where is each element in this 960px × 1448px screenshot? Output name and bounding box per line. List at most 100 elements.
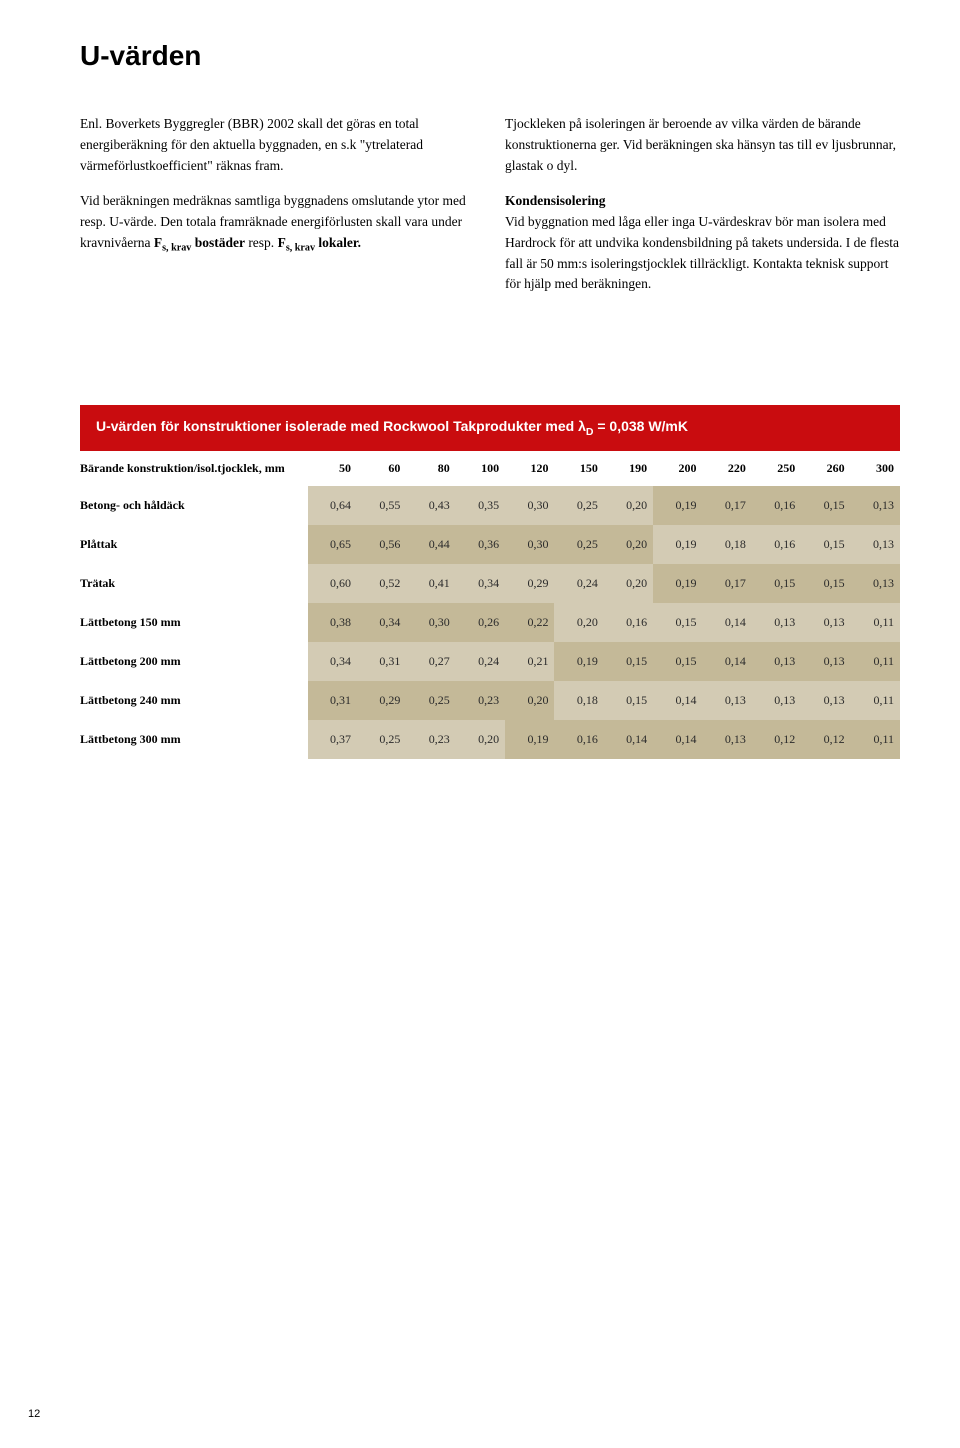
table-cell: 0,30 [406,603,455,642]
table-row-label: Lättbetong 300 mm [80,720,308,759]
table-cell: 0,18 [554,681,603,720]
table-header-cell: 120 [505,451,554,486]
table-cell: 0,20 [604,564,653,603]
body-column-left: Enl. Boverkets Byggregler (BBR) 2002 ska… [80,114,475,295]
table-cell: 0,15 [801,564,850,603]
table-cell: 0,34 [357,603,406,642]
table-cell: 0,17 [703,486,752,525]
table-row: Betong- och håldäck0,640,550,430,350,300… [80,486,900,525]
table-cell: 0,19 [653,486,702,525]
table-cell: 0,16 [554,720,603,759]
table-cell: 0,15 [801,525,850,564]
table-header-cell: 300 [851,451,900,486]
table-cell: 0,19 [653,564,702,603]
body-paragraph: KondensisoleringVid byggnation med låga … [505,191,900,296]
table-row-label: Betong- och håldäck [80,486,308,525]
table-cell: 0,36 [456,525,505,564]
table-cell: 0,29 [357,681,406,720]
table-cell: 0,43 [406,486,455,525]
table-row-label: Plåttak [80,525,308,564]
table-cell: 0,12 [801,720,850,759]
table-cell: 0,19 [653,525,702,564]
table-cell: 0,14 [653,720,702,759]
table-title: U-värden för konstruktioner isolerade me… [80,405,900,451]
table-cell: 0,29 [505,564,554,603]
table-header-cell: 200 [653,451,702,486]
uvarden-table: U-värden för konstruktioner isolerade me… [80,405,900,759]
table-header-rowlabel: Bärande konstruktion/isol.tjocklek, mm [80,451,308,486]
table-cell: 0,15 [801,486,850,525]
table-cell: 0,17 [703,564,752,603]
table-cell: 0,13 [752,642,801,681]
table-cell: 0,13 [703,681,752,720]
table-cell: 0,20 [604,525,653,564]
table-cell: 0,15 [604,681,653,720]
table-cell: 0,23 [406,720,455,759]
table-cell: 0,20 [456,720,505,759]
table-row: Trätak0,600,520,410,340,290,240,200,190,… [80,564,900,603]
body-paragraph: Tjockleken på isoleringen är beroende av… [505,114,900,177]
table-cell: 0,11 [851,642,900,681]
table-row-label: Lättbetong 240 mm [80,681,308,720]
table-cell: 0,13 [851,525,900,564]
table-cell: 0,12 [752,720,801,759]
table-cell: 0,14 [703,603,752,642]
table-cell: 0,44 [406,525,455,564]
body-column-right: Tjockleken på isoleringen är beroende av… [505,114,900,295]
table-cell: 0,22 [505,603,554,642]
table-cell: 0,25 [357,720,406,759]
table-cell: 0,13 [752,603,801,642]
table-cell: 0,25 [406,681,455,720]
table-cell: 0,20 [505,681,554,720]
table-row: Lättbetong 200 mm0,340,310,270,240,210,1… [80,642,900,681]
data-table: Bärande konstruktion/isol.tjocklek, mm50… [80,451,900,759]
table-cell: 0,14 [703,642,752,681]
table-cell: 0,13 [801,642,850,681]
table-cell: 0,11 [851,681,900,720]
page-number: 12 [28,1408,40,1420]
table-cell: 0,21 [505,642,554,681]
table-cell: 0,13 [801,603,850,642]
table-header-cell: 150 [554,451,603,486]
table-row: Lättbetong 300 mm0,370,250,230,200,190,1… [80,720,900,759]
table-cell: 0,37 [308,720,357,759]
body-text-columns: Enl. Boverkets Byggregler (BBR) 2002 ska… [80,114,900,295]
table-header-cell: 50 [308,451,357,486]
table-header-cell: 260 [801,451,850,486]
table-cell: 0,13 [801,681,850,720]
table-row: Lättbetong 150 mm0,380,340,300,260,220,2… [80,603,900,642]
table-cell: 0,13 [752,681,801,720]
table-cell: 0,25 [554,525,603,564]
table-cell: 0,26 [456,603,505,642]
table-cell: 0,18 [703,525,752,564]
table-cell: 0,55 [357,486,406,525]
table-cell: 0,20 [604,486,653,525]
table-cell: 0,19 [554,642,603,681]
table-header-cell: 220 [703,451,752,486]
table-cell: 0,16 [752,486,801,525]
table-cell: 0,15 [653,642,702,681]
table-cell: 0,14 [653,681,702,720]
table-header-cell: 60 [357,451,406,486]
table-cell: 0,13 [851,486,900,525]
table-cell: 0,60 [308,564,357,603]
table-cell: 0,31 [357,642,406,681]
table-header-cell: 80 [406,451,455,486]
table-cell: 0,30 [505,486,554,525]
table-cell: 0,34 [456,564,505,603]
table-cell: 0,19 [505,720,554,759]
table-row-label: Lättbetong 150 mm [80,603,308,642]
table-cell: 0,27 [406,642,455,681]
table-cell: 0,23 [456,681,505,720]
table-cell: 0,15 [653,603,702,642]
table-cell: 0,16 [604,603,653,642]
table-cell: 0,35 [456,486,505,525]
table-row-label: Trätak [80,564,308,603]
table-cell: 0,11 [851,603,900,642]
table-header-cell: 190 [604,451,653,486]
table-row: Lättbetong 240 mm0,310,290,250,230,200,1… [80,681,900,720]
table-cell: 0,30 [505,525,554,564]
table-cell: 0,31 [308,681,357,720]
table-cell: 0,24 [456,642,505,681]
table-row: Plåttak0,650,560,440,360,300,250,200,190… [80,525,900,564]
